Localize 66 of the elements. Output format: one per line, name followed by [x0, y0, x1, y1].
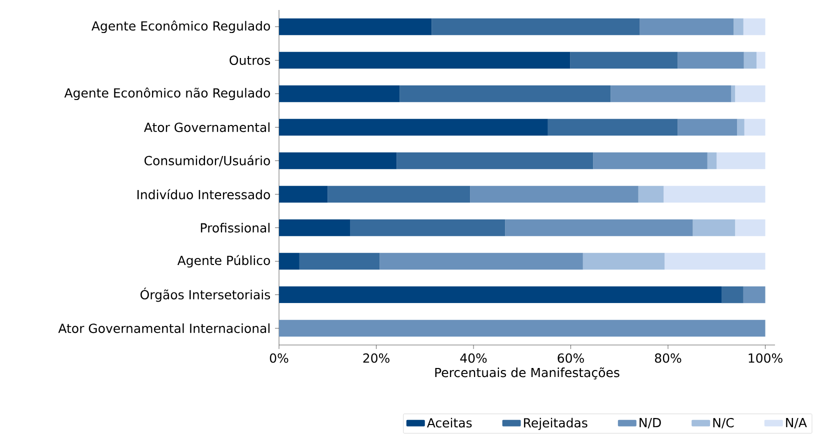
bar: [396, 152, 594, 170]
bar: [432, 18, 640, 36]
bar: [731, 85, 736, 102]
legend-label: N/C: [713, 418, 734, 428]
bar: [737, 118, 744, 136]
bar: [400, 85, 611, 102]
bar: [756, 52, 766, 69]
bar: [664, 252, 766, 270]
bar: [470, 186, 638, 203]
y-tick-label: Consumidor/Usuário: [144, 155, 270, 166]
bar: [735, 219, 766, 236]
bar: [279, 118, 548, 136]
bar: [380, 252, 583, 270]
x-tick-label: 100%: [748, 353, 782, 363]
bar: [279, 286, 722, 304]
legend-label: N/A: [786, 418, 807, 428]
bar: [582, 252, 665, 270]
x-tick-label: 20%: [363, 353, 390, 363]
y-tick-label: Agente Econômico Regulado: [92, 20, 270, 34]
bar: [279, 18, 432, 36]
bar: [716, 152, 766, 170]
x-tick-label: 40%: [460, 353, 487, 363]
y-tick-label: Profissional: [200, 222, 270, 233]
bar: [610, 85, 732, 102]
bar: [279, 186, 328, 203]
y-tick-label: Outros: [230, 56, 270, 65]
bar: [548, 118, 678, 136]
bar: [743, 286, 766, 304]
x-tick-label: 60%: [558, 353, 584, 363]
y-tick-label: Ator Governamental Internacional: [58, 323, 270, 334]
bar: [664, 186, 766, 203]
bar: [279, 320, 766, 337]
bar: [279, 52, 570, 69]
y-tick-label: Indivíduo Interessado: [137, 189, 270, 200]
bar: [279, 252, 300, 270]
bar: [505, 219, 693, 236]
bar: [279, 219, 350, 236]
y-tick-label: Agente Econômico não Regulado: [64, 87, 270, 100]
bar: [299, 252, 380, 270]
bar: [707, 152, 717, 170]
bar: [638, 186, 664, 203]
y-tick-label: Ator Governamental: [144, 122, 270, 132]
bar: [692, 219, 736, 236]
legend-label: N/D: [640, 418, 661, 428]
bar: [279, 152, 397, 170]
legend-label: Rejeitadas: [524, 418, 588, 430]
bar: [279, 85, 400, 102]
bar: [328, 186, 470, 203]
bar: [722, 286, 744, 304]
bar: [640, 18, 734, 36]
legend-label: Aceitas: [426, 418, 472, 428]
bar: [678, 52, 744, 69]
bar: [570, 52, 678, 69]
bar: [744, 118, 766, 136]
y-tick-label: Agente Público: [177, 254, 270, 268]
bar: [734, 18, 744, 36]
bar: [678, 118, 738, 136]
x-tick-label: 80%: [654, 353, 682, 363]
bar: [744, 52, 757, 69]
y-tick-label: Órgãos Intersetoriais: [140, 288, 270, 302]
bar: [593, 152, 708, 170]
x-axis-title: Percentuais de Manifestações: [435, 367, 620, 380]
x-tick-label: 0%: [270, 353, 288, 363]
bar: [350, 219, 506, 236]
bar: [743, 18, 766, 36]
bar: [735, 85, 766, 102]
